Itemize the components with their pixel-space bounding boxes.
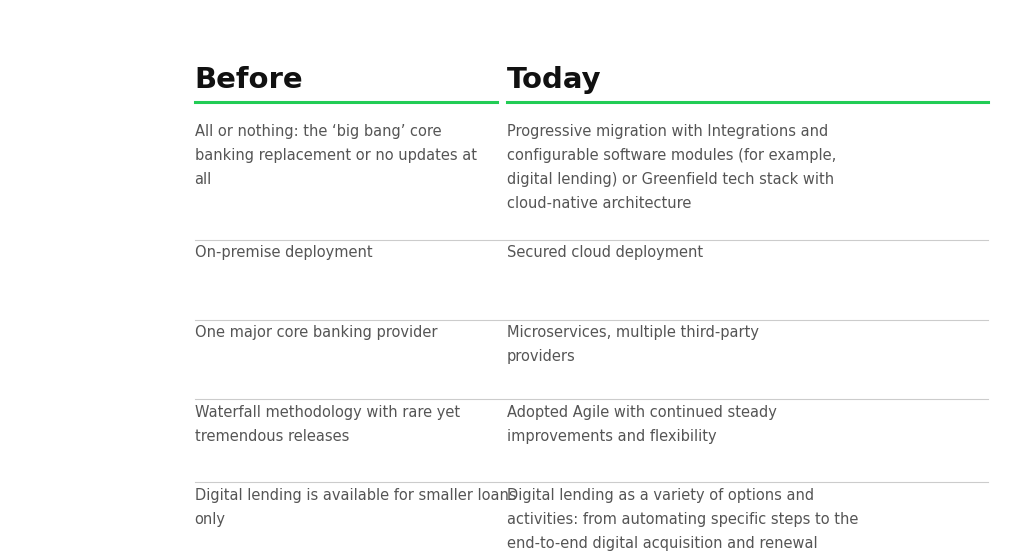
Text: Digital lending as a variety of options and
activities: from automating specific: Digital lending as a variety of options …	[507, 488, 858, 550]
Text: One major core banking provider: One major core banking provider	[195, 325, 437, 340]
Text: Progressive migration with Integrations and
configurable software modules (for e: Progressive migration with Integrations …	[507, 124, 837, 211]
Text: Before: Before	[195, 66, 303, 94]
Text: Today: Today	[507, 66, 601, 94]
Text: On-premise deployment: On-premise deployment	[195, 245, 372, 260]
Text: All or nothing: the ‘big bang’ core
banking replacement or no updates at
all: All or nothing: the ‘big bang’ core bank…	[195, 124, 476, 187]
Text: Digital lending is available for smaller loans
only: Digital lending is available for smaller…	[195, 488, 516, 527]
Text: Secured cloud deployment: Secured cloud deployment	[507, 245, 703, 260]
Text: Adopted Agile with continued steady
improvements and flexibility: Adopted Agile with continued steady impr…	[507, 405, 777, 444]
Text: Microservices, multiple third-party
providers: Microservices, multiple third-party prov…	[507, 325, 759, 364]
Text: Waterfall methodology with rare yet
tremendous releases: Waterfall methodology with rare yet trem…	[195, 405, 460, 444]
